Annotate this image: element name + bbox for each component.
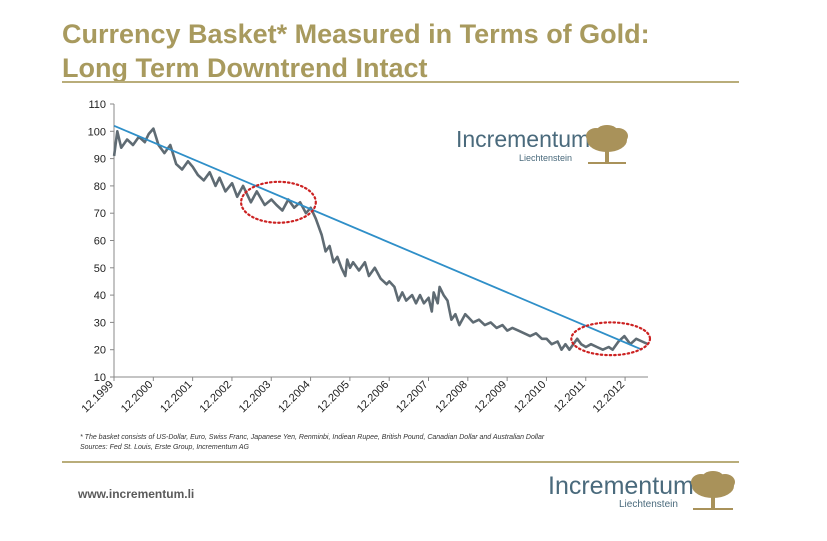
chart-logo: Incrementum Liechtenstein xyxy=(456,122,631,172)
y-tick-label: 10 xyxy=(94,372,106,384)
x-tick-label: 12.2002 xyxy=(197,379,234,416)
header-divider xyxy=(62,81,739,83)
x-tick-label: 12.2006 xyxy=(355,379,392,416)
page-title: Currency Basket* Measured in Terms of Go… xyxy=(62,19,650,49)
series-line-trend xyxy=(113,124,643,351)
footer-logo: Incrementum Liechtenstein xyxy=(548,468,738,518)
footnote-basket: * The basket consists of US-Dollar, Euro… xyxy=(80,434,545,441)
y-tick-label: 50 xyxy=(94,263,106,275)
tree-icon xyxy=(691,471,735,510)
x-tick-label: 12.2009 xyxy=(473,379,510,416)
x-tick-label: 12.2000 xyxy=(119,379,156,416)
x-tick-label: 12.2007 xyxy=(394,379,431,416)
x-tick-label: 12.2005 xyxy=(315,379,352,416)
x-tick-label: 12.1999 xyxy=(80,379,117,416)
x-tick-label: 12.2001 xyxy=(158,379,195,416)
y-axis-ticks: 10 20 30 40 50 60 70 80 90 100 110 xyxy=(88,99,114,384)
highlight-ellipse xyxy=(570,321,652,357)
x-tick-label: 12.2003 xyxy=(237,379,274,416)
y-tick-label: 40 xyxy=(94,290,106,302)
y-tick-label: 100 xyxy=(88,126,106,138)
logo-name: Incrementum xyxy=(456,126,591,152)
x-tick-label: 12.2010 xyxy=(512,379,549,416)
x-tick-label: 12.2004 xyxy=(276,379,313,416)
series-line-basket xyxy=(112,127,649,351)
chart-series xyxy=(112,124,649,351)
x-axis-ticks: 12.1999 12.2000 12.2001 12.2002 12.2003 12.20… xyxy=(80,377,628,416)
footer-website-link[interactable]: www.incrementum.li xyxy=(78,487,195,501)
y-tick-label: 60 xyxy=(94,236,106,248)
y-tick-label: 80 xyxy=(94,181,106,193)
chart-footnote: * The basket consists of US-Dollar, Euro… xyxy=(80,433,544,453)
page-subtitle: Long Term Downtrend Intact xyxy=(62,53,428,83)
logo-sublabel: Liechtenstein xyxy=(619,499,678,510)
chart-annotations xyxy=(240,180,652,357)
tree-icon xyxy=(586,125,628,164)
y-tick-label: 30 xyxy=(94,317,106,329)
footer-divider xyxy=(62,461,739,463)
x-tick-label: 12.2012 xyxy=(591,379,628,416)
y-tick-label: 90 xyxy=(94,154,106,166)
footnote-sources: Sources: Fed St. Louis, Erste Group, Inc… xyxy=(80,444,249,451)
y-tick-label: 70 xyxy=(94,208,106,220)
y-tick-label: 110 xyxy=(88,99,106,111)
highlight-ellipse xyxy=(240,180,317,224)
y-tick-label: 20 xyxy=(94,345,106,357)
x-tick-label: 12.2008 xyxy=(433,379,470,416)
logo-name: Incrementum xyxy=(548,472,694,500)
x-tick-label: 12.2011 xyxy=(552,379,588,415)
logo-sublabel: Liechtenstein xyxy=(519,153,573,163)
